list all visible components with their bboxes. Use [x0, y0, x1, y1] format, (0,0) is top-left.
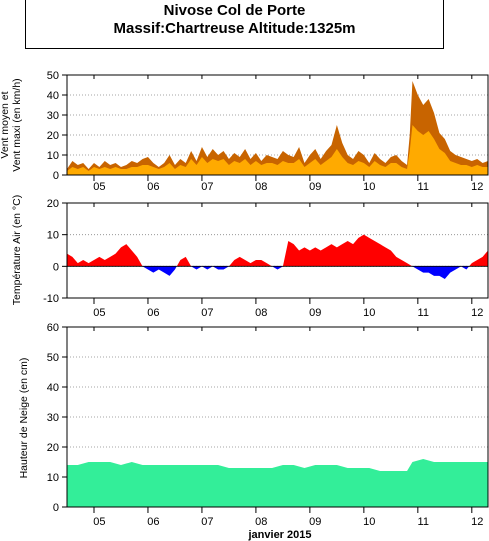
- x-tick-label: 06: [147, 516, 159, 528]
- y-axis-label: Vent moyen et: [0, 91, 11, 158]
- x-tick-label: 10: [363, 181, 375, 193]
- x-tick-label: 08: [255, 516, 267, 528]
- panel-frame: [66, 202, 489, 299]
- x-tick-label: 11: [418, 181, 429, 193]
- title-line-1: Nivose Col de Porte: [163, 2, 306, 19]
- x-tick-label: 09: [309, 516, 321, 528]
- title-line-2: Massif:Chartreuse Altitude:1325m: [113, 20, 356, 37]
- y-tick-label: 0: [53, 261, 59, 273]
- y-tick-label: 50: [47, 70, 59, 82]
- snow-area: [67, 459, 488, 507]
- temp-positive-area: [67, 234, 488, 267]
- x-tick-label: 05: [93, 307, 105, 319]
- panel-frame: [66, 74, 489, 176]
- y-tick-label: 20: [47, 130, 59, 142]
- x-axis-label: janvier 2015: [248, 529, 312, 541]
- y-tick-label: 20: [47, 198, 59, 210]
- x-tick-label: 12: [471, 516, 483, 528]
- x-tick-label: 09: [309, 307, 321, 319]
- y-axis-label: Hauteur de Neige (en cm): [18, 358, 30, 479]
- x-tick-label: 06: [147, 181, 159, 193]
- x-tick-label: 09: [309, 181, 321, 193]
- y-tick-label: 30: [47, 110, 59, 122]
- y-tick-label: 10: [47, 472, 59, 484]
- x-tick-label: 08: [255, 307, 267, 319]
- x-tick-label: 06: [147, 307, 159, 319]
- y-tick-label: 30: [47, 412, 59, 424]
- x-tick-label: 10: [363, 516, 375, 528]
- y-tick-label: 40: [47, 90, 59, 102]
- x-tick-label: 12: [471, 307, 483, 319]
- x-tick-label: 07: [201, 307, 213, 319]
- y-tick-label: 0: [53, 502, 59, 514]
- x-tick-label: 10: [363, 307, 375, 319]
- x-tick-label: 12: [471, 181, 483, 193]
- y-tick-label: 60: [47, 322, 59, 334]
- x-tick-label: 11: [418, 516, 429, 528]
- y-tick-label: 50: [47, 352, 59, 364]
- panel-wind: 0 10 20 30 40 50 05 06 07 08 09 10 11 12 Vent moyen et…: [0, 70, 489, 193]
- y-tick-label: 10: [47, 230, 59, 242]
- x-tick-label: 07: [201, 181, 213, 193]
- y-tick-label: 20: [47, 442, 59, 454]
- x-tick-label: 05: [93, 516, 105, 528]
- x-tick-label: 11: [418, 307, 429, 319]
- y-tick-label: -10: [43, 293, 59, 305]
- y-axis-label: Température Air (en °C): [11, 195, 23, 305]
- wind-mean-area: [67, 125, 488, 175]
- y-tick-label: 0: [53, 170, 59, 182]
- y-tick-label: 40: [47, 382, 59, 394]
- x-tick-label: 05: [93, 181, 105, 193]
- y-tick-label: 10: [47, 150, 59, 162]
- y-axis-label: Vent maxi (en km/h): [11, 78, 23, 171]
- x-tick-label: 08: [255, 181, 267, 193]
- x-tick-label: 07: [201, 516, 213, 528]
- panel-snow: 0 10 20 30 40 50 60 05 06 07 08 09 10 11 12 Hauteur de …: [18, 322, 489, 528]
- temp-negative-area: [142, 266, 470, 279]
- title-box: Nivose Col de Porte Massif:Chartreuse Al…: [25, 0, 444, 49]
- panel-temperature: -10 0 10 20 05 06 07 08 09 10 11 12 Température Air …: [11, 195, 489, 319]
